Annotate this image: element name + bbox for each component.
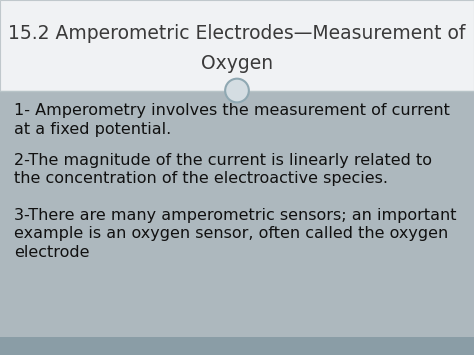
Text: 2-The magnitude of the current is linearly related to
the concentration of the e: 2-The magnitude of the current is linear… bbox=[14, 153, 432, 186]
Text: Oxygen: Oxygen bbox=[201, 54, 273, 73]
Bar bbox=[0, 337, 474, 355]
Ellipse shape bbox=[225, 79, 249, 102]
Text: 3-There are many amperometric sensors; an important
example is an oxygen sensor,: 3-There are many amperometric sensors; a… bbox=[14, 208, 457, 260]
Text: 1- Amperometry involves the measurement of current
at a fixed potential.: 1- Amperometry involves the measurement … bbox=[14, 103, 450, 137]
Text: 15.2 Amperometric Electrodes—Measurement of: 15.2 Amperometric Electrodes—Measurement… bbox=[9, 24, 465, 43]
Bar bbox=[0, 91, 474, 337]
Bar bbox=[0, 0, 474, 91]
